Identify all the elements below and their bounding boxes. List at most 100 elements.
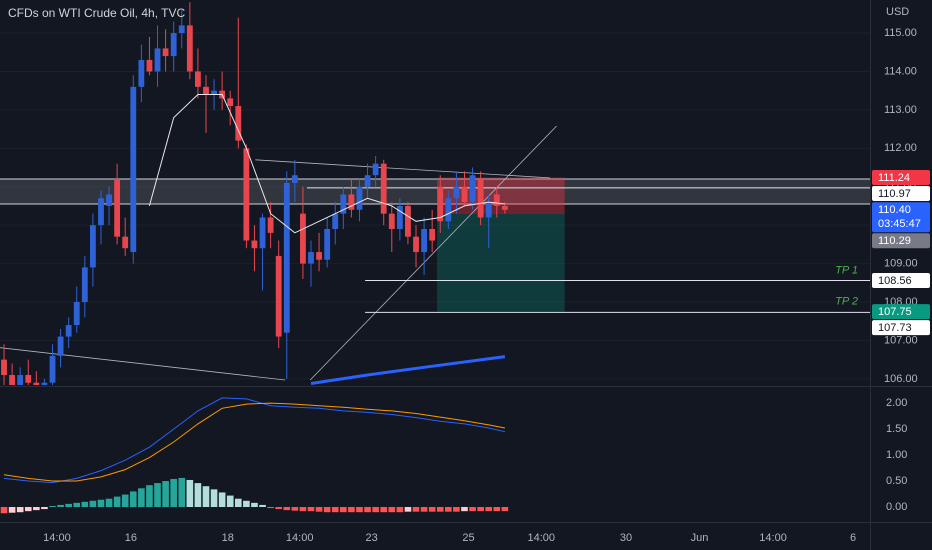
- histogram-bar: [356, 507, 363, 513]
- histogram-bar: [380, 507, 388, 513]
- zone: [0, 179, 870, 205]
- histogram-bar: [49, 505, 56, 508]
- histogram-bar: [121, 494, 129, 508]
- histogram-bar: [33, 507, 40, 511]
- histogram-bar: [453, 507, 460, 512]
- candle-body: [25, 375, 32, 383]
- candle-body: [291, 175, 298, 183]
- y2-tick-label: 0.00: [886, 501, 907, 513]
- candle-body: [380, 163, 387, 214]
- candle-body: [316, 252, 322, 260]
- candle-body: [17, 375, 24, 385]
- histogram-bar: [461, 507, 468, 512]
- histogram-bar: [364, 507, 371, 513]
- y2-tick-label: 1.00: [886, 449, 907, 461]
- histogram-bar: [404, 507, 412, 512]
- candle-body: [114, 179, 121, 237]
- candle-body: [122, 236, 129, 249]
- histogram-bar: [16, 507, 24, 513]
- x-tick-label: Jun: [691, 532, 709, 544]
- y2-tick-label: 2.00: [886, 397, 907, 409]
- histogram-bar: [202, 486, 210, 508]
- y2-tick-label: 1.50: [886, 423, 907, 435]
- candle-body: [41, 382, 48, 385]
- y2-tick-label: 0.50: [886, 475, 907, 487]
- candle-body: [251, 240, 258, 249]
- price-label: 110.97: [878, 188, 911, 200]
- candle-body: [195, 71, 201, 87]
- histogram-bar: [493, 507, 501, 512]
- histogram-bar: [8, 507, 16, 513]
- candle-body: [356, 186, 363, 210]
- histogram-bar: [243, 500, 250, 508]
- candle-body: [332, 213, 339, 230]
- histogram-bar: [178, 477, 186, 508]
- price-label-box: [872, 304, 930, 320]
- histogram-bar: [259, 504, 266, 508]
- histogram-bar: [275, 507, 283, 510]
- candle-body: [477, 179, 484, 218]
- histogram-bar: [129, 491, 137, 508]
- candle-body: [405, 205, 411, 237]
- histogram-bar: [194, 483, 202, 508]
- candle-body: [267, 217, 274, 233]
- x-tick-label: 16: [125, 532, 137, 544]
- histogram-bar: [218, 492, 226, 508]
- histogram-bar: [340, 507, 347, 513]
- candle-body: [33, 382, 40, 385]
- candle-body: [203, 86, 209, 95]
- histogram-bar: [396, 507, 404, 513]
- histogram-bar: [420, 507, 428, 512]
- price-label-box: [872, 320, 930, 336]
- histogram-bar: [388, 507, 396, 513]
- histogram-bar: [267, 507, 274, 509]
- tp-note: TP 1: [835, 264, 858, 276]
- candle-body: [388, 213, 395, 230]
- price-label-box: [872, 170, 930, 186]
- candle-body: [372, 163, 379, 176]
- histogram-bar: [146, 485, 153, 508]
- candle-body: [493, 194, 500, 206]
- candle-body: [57, 336, 64, 356]
- price-label-box: [872, 202, 930, 233]
- histogram-bar: [65, 503, 72, 508]
- candle-body: [73, 302, 80, 326]
- x-tick-label: 14:00: [286, 532, 314, 544]
- candle-body: [445, 198, 452, 222]
- histogram-bar: [210, 489, 218, 508]
- histogram-bar: [73, 502, 81, 508]
- candle-body: [89, 225, 96, 268]
- histogram-bar: [283, 507, 291, 511]
- countdown: 03:45:47: [878, 218, 921, 230]
- indicator-pane: [0, 397, 509, 514]
- y-tick-label: 112.00: [884, 142, 917, 154]
- candle-body: [429, 229, 436, 241]
- price-label: 108.56: [878, 275, 912, 287]
- trend-line: [255, 159, 551, 179]
- moving-average: [148, 94, 505, 234]
- candle-body: [227, 98, 234, 107]
- histogram-bar: [251, 502, 258, 508]
- histogram-bar: [323, 507, 331, 513]
- candle-body: [421, 229, 428, 253]
- histogram-bar: [348, 507, 355, 513]
- histogram-bar: [291, 507, 299, 511]
- histogram-bar: [477, 507, 484, 512]
- price-pane: TP 1 TP 2: [0, 2, 870, 385]
- y-tick-label: 113.00: [884, 104, 917, 116]
- trend-line: [309, 125, 557, 381]
- histogram-bar: [299, 507, 307, 512]
- candle-body: [413, 236, 419, 253]
- candle-body: [485, 202, 492, 218]
- price-label: 110.29: [878, 235, 911, 247]
- histogram-bar: [57, 504, 64, 508]
- x-tick-label: 25: [462, 532, 474, 544]
- histogram-bar: [485, 507, 493, 512]
- currency-label: USD: [886, 6, 909, 18]
- candle-body: [461, 186, 468, 203]
- candle-body: [324, 229, 331, 260]
- price-label-box: [872, 233, 930, 249]
- candle-body: [364, 175, 371, 187]
